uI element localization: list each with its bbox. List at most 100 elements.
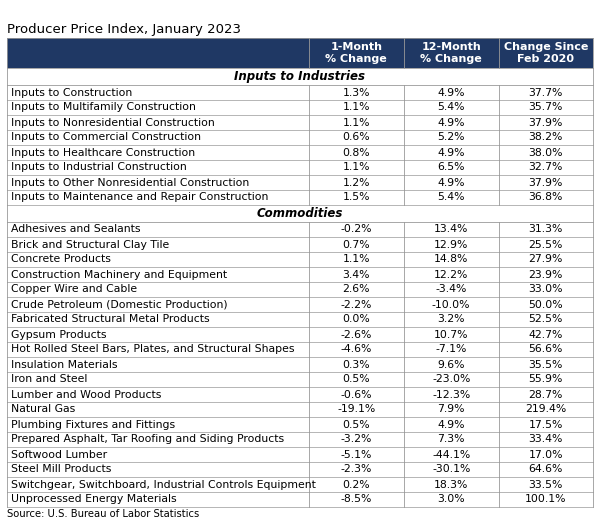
Text: Gypsum Products: Gypsum Products [11, 329, 107, 339]
Text: Inputs to Healthcare Construction: Inputs to Healthcare Construction [11, 147, 195, 157]
Text: 7.9%: 7.9% [437, 404, 465, 415]
Text: 37.9%: 37.9% [529, 118, 563, 128]
Text: 100.1%: 100.1% [525, 495, 566, 505]
Text: Producer Price Index, January 2023: Producer Price Index, January 2023 [7, 22, 241, 36]
Text: Concrete Products: Concrete Products [11, 255, 111, 265]
Text: Adhesives and Sealants: Adhesives and Sealants [11, 224, 140, 234]
Text: 12.9%: 12.9% [434, 240, 469, 249]
Text: 33.5%: 33.5% [529, 480, 563, 490]
Bar [7, 160, 593, 175]
Text: 1.2%: 1.2% [343, 177, 370, 188]
Bar [7, 267, 593, 282]
Text: 3.4%: 3.4% [343, 269, 370, 279]
Bar [7, 237, 593, 252]
Text: 33.0%: 33.0% [529, 285, 563, 294]
Text: 32.7%: 32.7% [529, 163, 563, 173]
Bar [7, 115, 593, 130]
Bar [7, 38, 593, 68]
Text: -2.6%: -2.6% [341, 329, 372, 339]
Bar [7, 402, 593, 417]
Text: Inputs to Industrial Construction: Inputs to Industrial Construction [11, 163, 187, 173]
Text: 42.7%: 42.7% [529, 329, 563, 339]
Text: 38.2%: 38.2% [529, 132, 563, 142]
Text: 37.9%: 37.9% [529, 177, 563, 188]
Text: 4.9%: 4.9% [437, 87, 465, 97]
Text: 219.4%: 219.4% [525, 404, 566, 415]
Text: 0.5%: 0.5% [343, 374, 370, 384]
Text: 50.0%: 50.0% [529, 300, 563, 310]
Text: 5.2%: 5.2% [437, 132, 465, 142]
Text: -30.1%: -30.1% [432, 464, 470, 474]
Bar [7, 252, 593, 267]
Text: Copper Wire and Cable: Copper Wire and Cable [11, 285, 137, 294]
Text: -23.0%: -23.0% [432, 374, 470, 384]
Text: 18.3%: 18.3% [434, 480, 469, 490]
Text: 9.6%: 9.6% [437, 359, 465, 370]
Text: Change Since
Feb 2020: Change Since Feb 2020 [503, 42, 588, 64]
Text: 33.4%: 33.4% [529, 435, 563, 445]
Bar [7, 85, 593, 100]
Bar [7, 282, 593, 297]
Text: 0.0%: 0.0% [343, 314, 370, 324]
Text: Construction Machinery and Equipment: Construction Machinery and Equipment [11, 269, 227, 279]
Text: 1.1%: 1.1% [343, 118, 370, 128]
Text: -2.2%: -2.2% [341, 300, 372, 310]
Text: 25.5%: 25.5% [529, 240, 563, 249]
Text: Inputs to Nonresidential Construction: Inputs to Nonresidential Construction [11, 118, 215, 128]
Text: -2.3%: -2.3% [341, 464, 372, 474]
Text: -8.5%: -8.5% [341, 495, 372, 505]
Bar [7, 190, 593, 205]
Text: Inputs to Industries: Inputs to Industries [235, 70, 365, 83]
Text: 35.5%: 35.5% [529, 359, 563, 370]
Text: 1.3%: 1.3% [343, 87, 370, 97]
Bar [7, 387, 593, 402]
Text: Source: U.S. Bureau of Labor Statistics: Source: U.S. Bureau of Labor Statistics [7, 509, 199, 519]
Text: 0.8%: 0.8% [343, 147, 370, 157]
Bar [7, 68, 593, 85]
Text: Insulation Materials: Insulation Materials [11, 359, 118, 370]
Bar [7, 372, 593, 387]
Text: 17.0%: 17.0% [529, 449, 563, 460]
Text: -12.3%: -12.3% [432, 390, 470, 400]
Bar [7, 432, 593, 447]
Text: -0.6%: -0.6% [341, 390, 372, 400]
Bar [7, 100, 593, 115]
Text: -19.1%: -19.1% [337, 404, 376, 415]
Bar [7, 175, 593, 190]
Text: 28.7%: 28.7% [529, 390, 563, 400]
Text: 12.2%: 12.2% [434, 269, 469, 279]
Bar [7, 417, 593, 432]
Text: -0.2%: -0.2% [341, 224, 372, 234]
Text: 12-Month
% Change: 12-Month % Change [421, 42, 482, 64]
Text: 64.6%: 64.6% [529, 464, 563, 474]
Text: -3.4%: -3.4% [436, 285, 467, 294]
Text: 4.9%: 4.9% [437, 177, 465, 188]
Text: 3.2%: 3.2% [437, 314, 465, 324]
Text: 38.0%: 38.0% [529, 147, 563, 157]
Text: Brick and Structural Clay Tile: Brick and Structural Clay Tile [11, 240, 169, 249]
Text: 1-Month
% Change: 1-Month % Change [325, 42, 387, 64]
Text: Inputs to Multifamily Construction: Inputs to Multifamily Construction [11, 103, 196, 112]
Text: 0.6%: 0.6% [343, 132, 370, 142]
Text: 4.9%: 4.9% [437, 118, 465, 128]
Text: 0.7%: 0.7% [343, 240, 370, 249]
Text: 7.3%: 7.3% [437, 435, 465, 445]
Text: 4.9%: 4.9% [437, 147, 465, 157]
Bar [7, 312, 593, 327]
Text: 1.1%: 1.1% [343, 163, 370, 173]
Bar [7, 342, 593, 357]
Text: 10.7%: 10.7% [434, 329, 469, 339]
Text: 0.5%: 0.5% [343, 419, 370, 429]
Bar [7, 492, 593, 507]
Text: Natural Gas: Natural Gas [11, 404, 75, 415]
Bar [7, 130, 593, 145]
Text: 5.4%: 5.4% [437, 192, 465, 202]
Text: Lumber and Wood Products: Lumber and Wood Products [11, 390, 161, 400]
Text: 3.0%: 3.0% [437, 495, 465, 505]
Text: 1.1%: 1.1% [343, 103, 370, 112]
Text: -44.1%: -44.1% [432, 449, 470, 460]
Text: Prepared Asphalt, Tar Roofing and Siding Products: Prepared Asphalt, Tar Roofing and Siding… [11, 435, 284, 445]
Text: 17.5%: 17.5% [529, 419, 563, 429]
Text: 37.7%: 37.7% [529, 87, 563, 97]
Text: -5.1%: -5.1% [341, 449, 372, 460]
